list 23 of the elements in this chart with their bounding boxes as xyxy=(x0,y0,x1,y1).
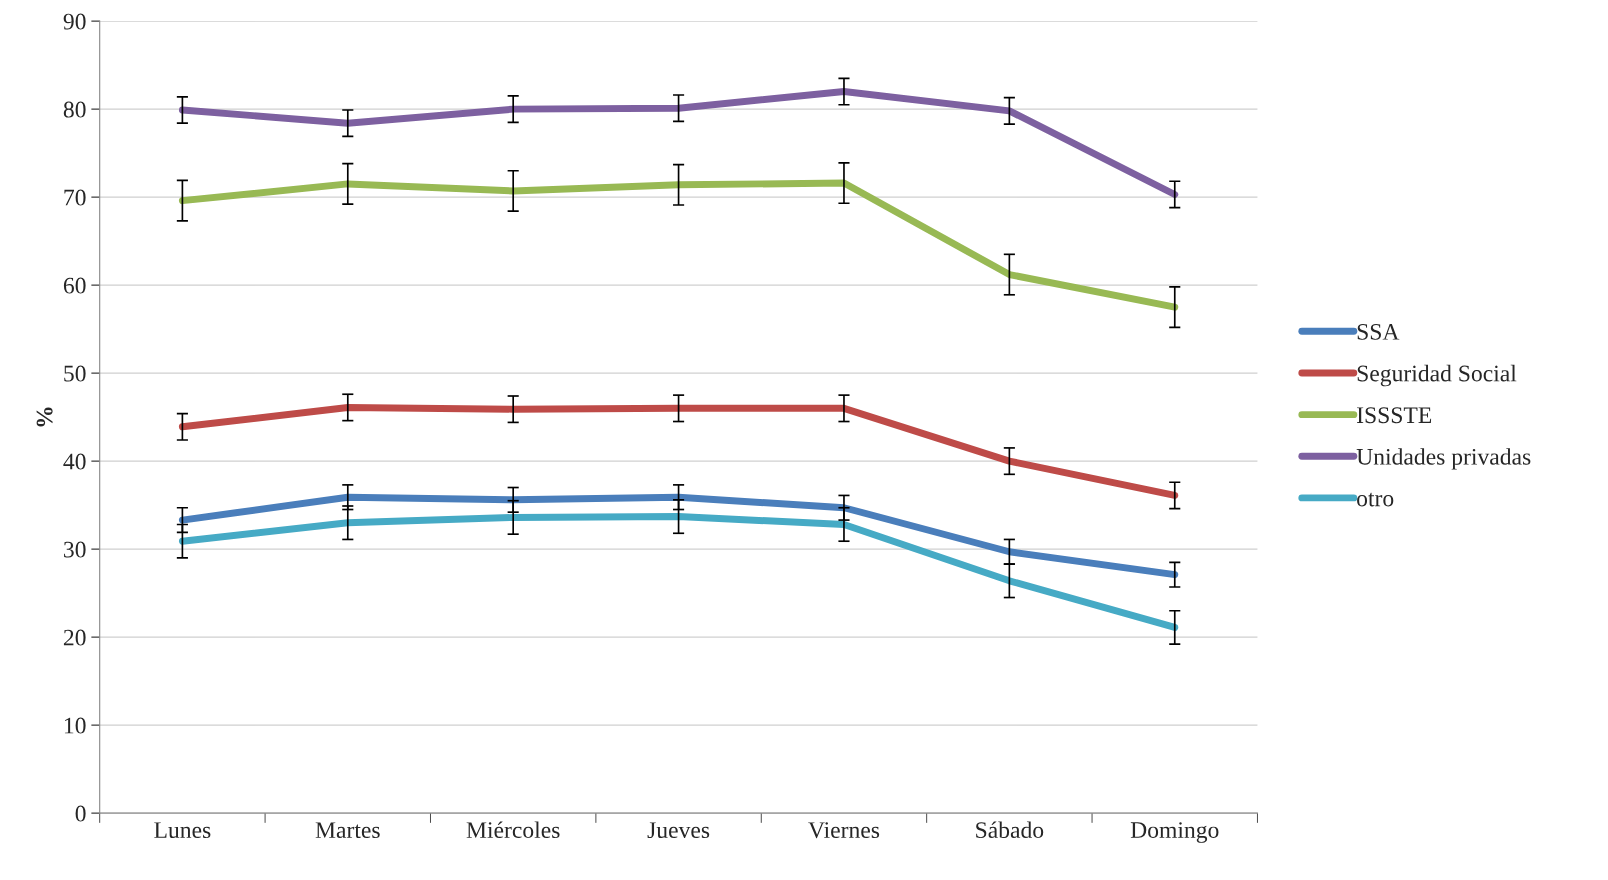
y-tick-label: 60 xyxy=(63,277,86,294)
y-tick-label: 20 xyxy=(63,629,86,646)
legend-label: Seguridad Social xyxy=(1357,364,1517,387)
x-tick-label: Miércoles xyxy=(466,821,560,839)
y-axis-title: % xyxy=(36,407,53,427)
y-tick-label: 50 xyxy=(64,365,86,382)
legend-label: Unidades privadas xyxy=(1356,448,1531,470)
y-tick-label: 40 xyxy=(63,453,86,470)
y-tick-label: 30 xyxy=(64,541,86,558)
y-tick-label: 90 xyxy=(63,13,86,30)
x-tick-label: Jueves xyxy=(647,822,710,839)
x-tick-label: Sábado xyxy=(976,821,1044,839)
y-tick-label: 10 xyxy=(64,717,86,734)
legend-label: ISSSTE xyxy=(1357,407,1432,424)
x-tick-label: Martes xyxy=(315,822,380,839)
legend-label: otro xyxy=(1357,492,1394,507)
x-tick-label: Lunes xyxy=(154,822,211,839)
x-tick-label: Domingo xyxy=(1130,822,1219,843)
legend-label: SSA xyxy=(1357,323,1400,340)
y-tick-label: 70 xyxy=(64,189,86,206)
y-tick-label: 0 xyxy=(75,805,86,822)
y-tick-label: 80 xyxy=(63,101,86,118)
x-tick-label: Viernes xyxy=(808,822,880,839)
